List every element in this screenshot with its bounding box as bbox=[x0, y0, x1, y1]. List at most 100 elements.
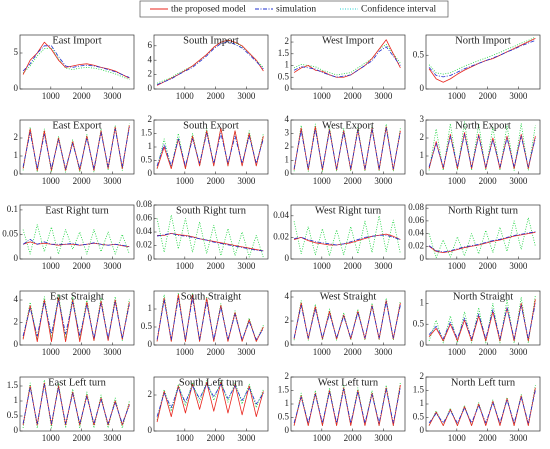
x-tick-label: 3000 bbox=[374, 433, 393, 443]
chart-title: South Straight bbox=[181, 291, 241, 302]
axes-box bbox=[425, 119, 541, 175]
y-tick-label: 0.5 bbox=[141, 321, 153, 331]
y-tick-label: 0 bbox=[285, 168, 290, 178]
series-group bbox=[156, 292, 264, 342]
series-group bbox=[156, 214, 264, 258]
x-tick-label: 1000 bbox=[448, 433, 467, 443]
series-group bbox=[22, 224, 130, 255]
x-tick-label: 3000 bbox=[374, 347, 393, 357]
y-tick-label: 2 bbox=[285, 141, 290, 151]
x-tick-label: 1000 bbox=[313, 433, 332, 443]
series-group bbox=[156, 380, 264, 423]
series-group bbox=[428, 385, 536, 426]
y-tick-label: 1 bbox=[285, 60, 290, 70]
y-tick-label: 2 bbox=[285, 315, 290, 325]
series-line bbox=[293, 39, 401, 78]
y-tick-label: 0.04 bbox=[273, 210, 289, 220]
y-tick-label: 0.5 bbox=[278, 71, 290, 81]
y-tick-label: 0 bbox=[420, 425, 425, 435]
series-line bbox=[22, 384, 130, 424]
x-tick-label: 2000 bbox=[344, 91, 363, 101]
x-tick-label: 1000 bbox=[42, 91, 61, 101]
y-tick-label: 1 bbox=[148, 141, 153, 151]
y-tick-label: 0.08 bbox=[408, 202, 424, 212]
plot-area bbox=[426, 205, 540, 259]
y-tick-label: 1 bbox=[420, 150, 425, 160]
x-tick-label: 1000 bbox=[448, 347, 467, 357]
chart-title: East Right turn bbox=[45, 205, 109, 216]
y-tick-label: 4 bbox=[285, 291, 290, 301]
x-tick-label: 1000 bbox=[313, 176, 332, 186]
x-tick-label: 1000 bbox=[42, 261, 61, 271]
series-line bbox=[428, 231, 536, 253]
y-tick-label: 0.02 bbox=[136, 240, 152, 250]
series-group bbox=[428, 295, 536, 344]
x-tick-label: 2000 bbox=[344, 261, 363, 271]
x-tick-label: 2000 bbox=[479, 433, 498, 443]
series-line bbox=[22, 238, 130, 248]
chart-title: West Import bbox=[322, 35, 374, 46]
x-tick-label: 3000 bbox=[509, 347, 528, 357]
y-tick-label: 5 bbox=[14, 47, 19, 57]
series-group bbox=[22, 379, 130, 429]
x-tick-label: 2000 bbox=[479, 261, 498, 271]
y-tick-label: 0 bbox=[148, 83, 153, 93]
y-tick-label: 1 bbox=[14, 395, 19, 405]
chart-title: North Straight bbox=[453, 291, 513, 302]
y-tick-label: 0 bbox=[14, 83, 19, 93]
axes-box bbox=[425, 290, 541, 346]
series-line bbox=[22, 41, 130, 79]
series-line bbox=[293, 233, 401, 246]
axes-box bbox=[19, 204, 135, 260]
plot-area bbox=[154, 291, 268, 345]
series-line bbox=[293, 301, 401, 339]
plot-area bbox=[20, 35, 134, 89]
series-line bbox=[428, 121, 536, 171]
series-line bbox=[428, 390, 536, 424]
series-group bbox=[293, 215, 401, 257]
series-group bbox=[22, 123, 130, 173]
x-tick-label: 3000 bbox=[237, 91, 256, 101]
axes-box bbox=[19, 119, 135, 175]
x-tick-label: 1000 bbox=[176, 433, 195, 443]
series-line bbox=[22, 241, 130, 248]
x-tick-label: 3000 bbox=[237, 176, 256, 186]
axes-box bbox=[425, 34, 541, 90]
series-group bbox=[428, 121, 536, 171]
chart-title: West Right turn bbox=[315, 205, 382, 216]
y-tick-label: 0 bbox=[420, 83, 425, 93]
x-tick-label: 2000 bbox=[344, 176, 363, 186]
x-tick-label: 2000 bbox=[479, 176, 498, 186]
x-tick-label: 1000 bbox=[176, 91, 195, 101]
y-tick-label: 1 bbox=[420, 398, 425, 408]
y-tick-label: 0.5 bbox=[278, 412, 290, 422]
y-tick-label: 3 bbox=[420, 114, 425, 124]
series-line bbox=[22, 127, 130, 169]
y-tick-label: 0.06 bbox=[136, 213, 152, 223]
series-line bbox=[428, 40, 536, 78]
y-tick-label: 2 bbox=[285, 371, 290, 381]
plot-area bbox=[426, 120, 540, 174]
y-tick-label: 0.08 bbox=[136, 199, 152, 209]
x-tick-label: 1000 bbox=[448, 261, 467, 271]
plot-area bbox=[291, 35, 405, 89]
axes-box bbox=[290, 290, 406, 346]
series-line bbox=[428, 303, 536, 340]
y-tick-label: 1 bbox=[420, 298, 425, 308]
y-tick-label: 0 bbox=[285, 83, 290, 93]
chart-title: East Export bbox=[52, 120, 101, 131]
y-tick-label: 0.5 bbox=[7, 410, 19, 420]
x-tick-label: 3000 bbox=[374, 176, 393, 186]
chart-title: South Import bbox=[183, 35, 239, 46]
chart-title: East Left turn bbox=[48, 377, 106, 388]
x-tick-label: 3000 bbox=[103, 261, 122, 271]
series-line bbox=[294, 234, 401, 246]
x-tick-label: 1000 bbox=[313, 261, 332, 271]
y-tick-label: 0 bbox=[148, 425, 153, 435]
series-group bbox=[156, 39, 264, 86]
series-line bbox=[428, 134, 536, 168]
y-tick-label: 0.5 bbox=[413, 49, 425, 59]
x-tick-label: 3000 bbox=[237, 347, 256, 357]
x-tick-label: 2000 bbox=[344, 347, 363, 357]
x-tick-label: 2000 bbox=[73, 176, 92, 186]
